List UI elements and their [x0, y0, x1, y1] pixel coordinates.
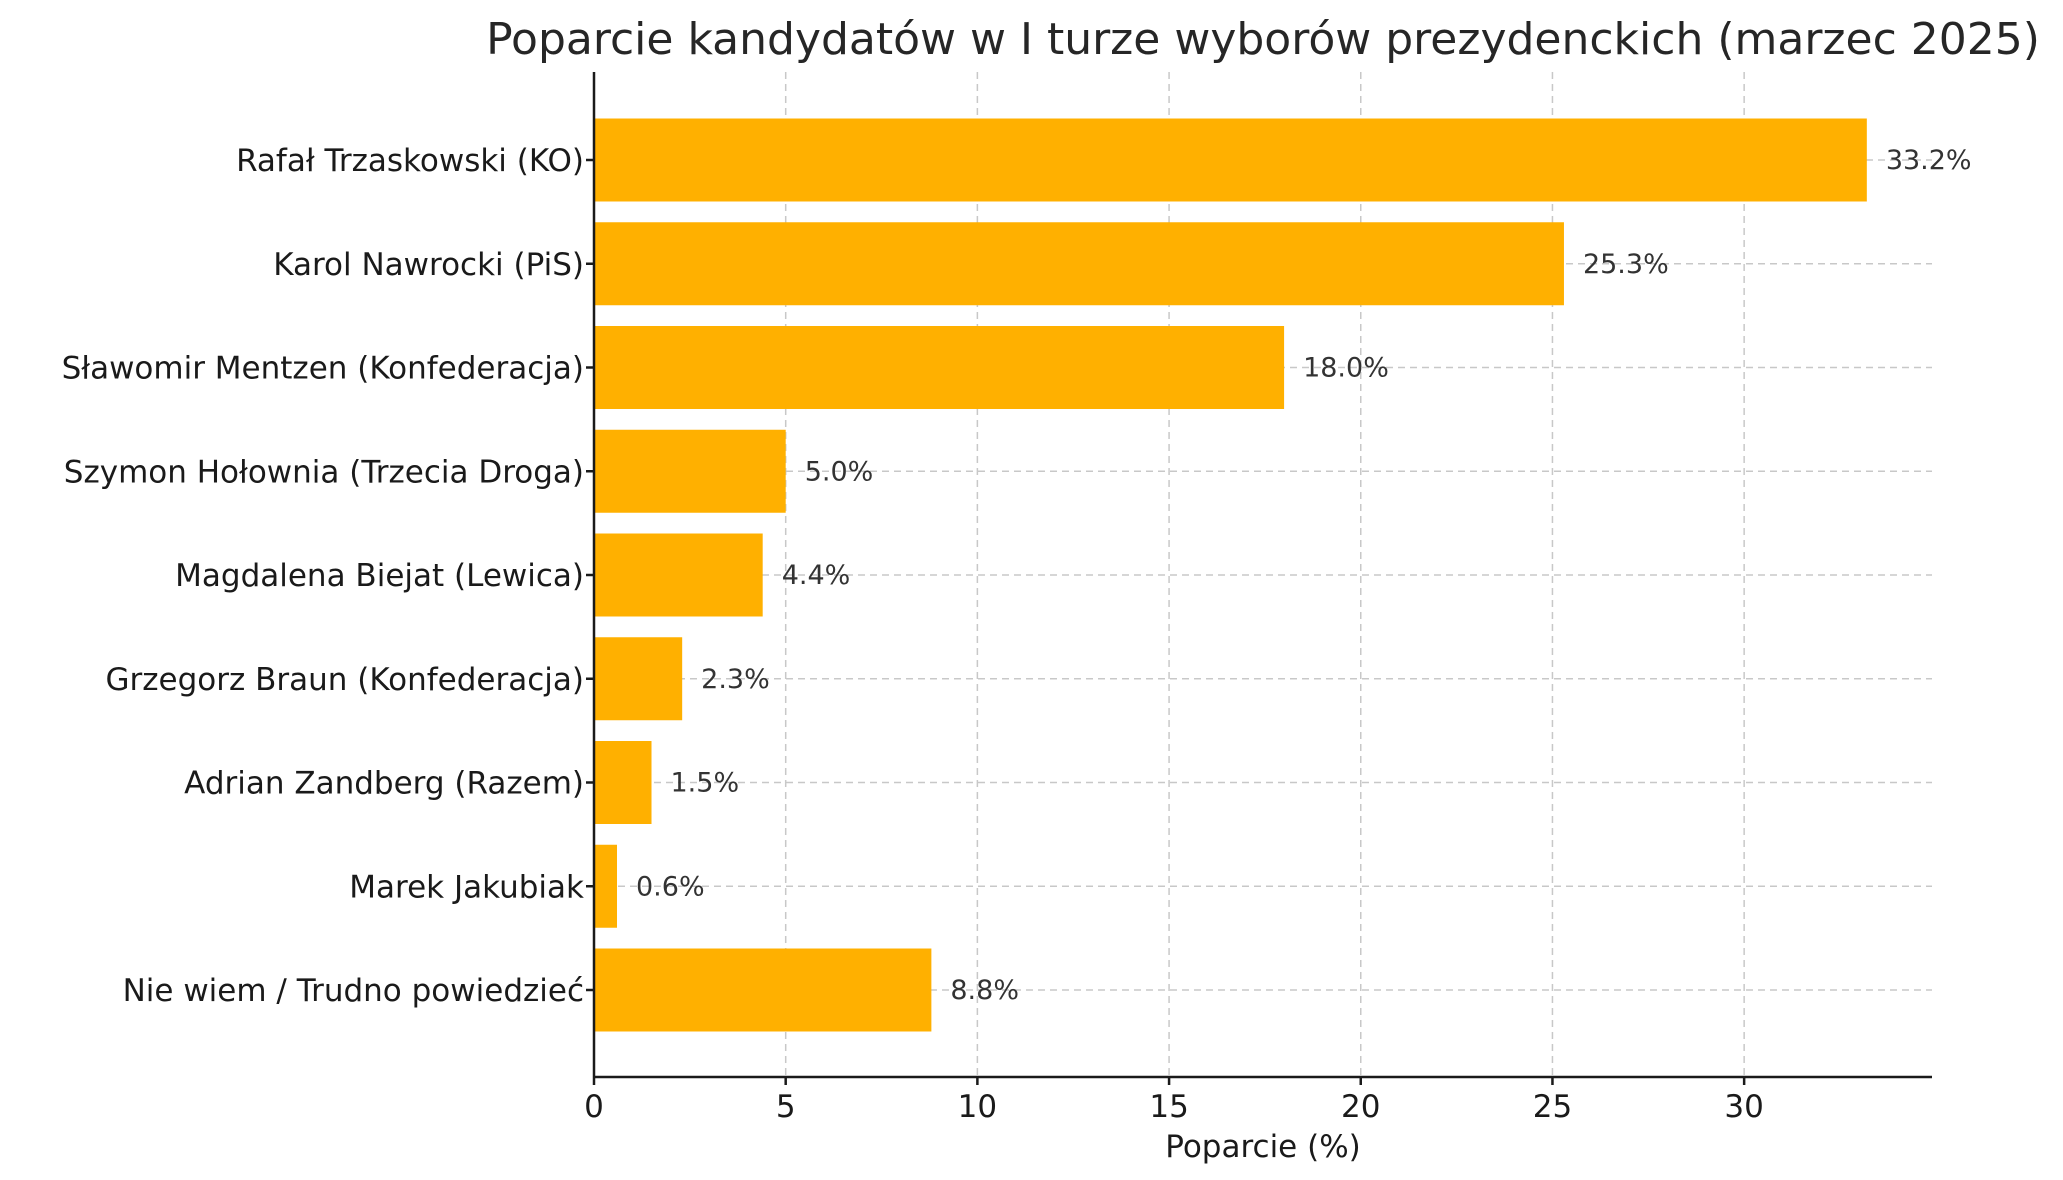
x-tick-label: 25 [1533, 1089, 1572, 1125]
bars-layer [594, 118, 1867, 1032]
bar-value-label: 33.2% [1886, 145, 1972, 176]
bar [594, 741, 652, 824]
bar-value-label: 0.6% [636, 871, 705, 902]
bar [594, 637, 683, 721]
category-label: Karol Nawrocki (PiS) [273, 247, 584, 283]
category-label: Sławomir Mentzen (Konfederacja) [62, 351, 584, 387]
bar [594, 844, 618, 928]
bar-value-label: 4.4% [782, 560, 851, 591]
bar [594, 948, 932, 1032]
x-tick-label: 20 [1341, 1089, 1380, 1125]
x-tick-label: 5 [776, 1089, 796, 1125]
category-label: Rafał Trzaskowski (KO) [236, 143, 584, 179]
x-tick-label: 10 [958, 1089, 997, 1125]
bar-value-label: 5.0% [805, 456, 874, 487]
x-tick-label: 30 [1724, 1089, 1763, 1125]
bar [594, 429, 786, 513]
bar [594, 326, 1285, 409]
bar [594, 222, 1564, 306]
data-labels-layer: 33.2% 25.3% 18.0% 5.0% 4.4% 2.3% 1.5% 0.6% 8.8% [636, 145, 1972, 1006]
bar [594, 533, 763, 617]
bar [594, 118, 1867, 202]
bar-value-label: 25.3% [1583, 249, 1669, 280]
category-label: Adrian Zandberg (Razem) [184, 766, 584, 802]
category-label: Magdalena Biejat (Lewica) [175, 558, 584, 594]
category-label: Szymon Hołownia (Trzecia Droga) [64, 454, 584, 490]
bar-value-label: 18.0% [1303, 353, 1389, 384]
x-tick-label: 15 [1149, 1089, 1188, 1125]
x-axis-title: Poparcie (%) [1165, 1129, 1361, 1165]
category-label: Grzegorz Braun (Konfederacja) [105, 662, 584, 698]
x-tick-label: 0 [584, 1089, 604, 1125]
chart-title: Poparcie kandydatów w I turze wyborów pr… [486, 14, 2040, 65]
category-label: Marek Jakubiak [349, 869, 584, 905]
bar-value-label: 2.3% [701, 664, 770, 695]
axes-layer: 0 5 10 15 20 25 30 [584, 72, 1932, 1125]
category-label: Nie wiem / Trudno powiedzieć [123, 973, 584, 1009]
bar-value-label: 1.5% [671, 768, 740, 799]
category-labels-layer: Rafał Trzaskowski (KO) Karol Nawrocki (Pi… [62, 143, 584, 1009]
bar-value-label: 8.8% [950, 975, 1019, 1006]
